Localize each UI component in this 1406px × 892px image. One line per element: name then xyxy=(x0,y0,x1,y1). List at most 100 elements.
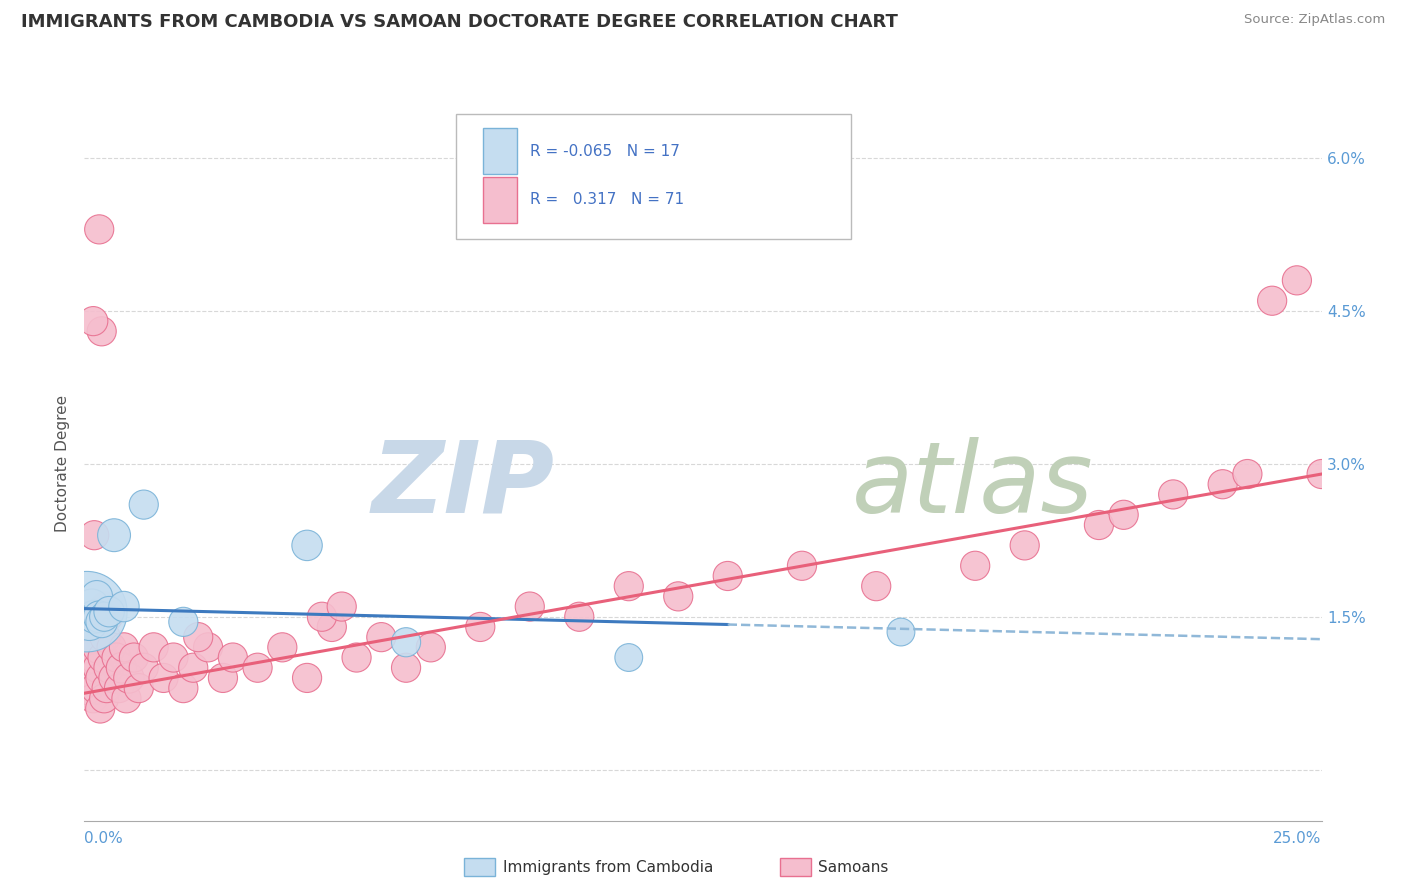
Text: R = -0.065   N = 17: R = -0.065 N = 17 xyxy=(530,144,679,159)
Point xyxy=(80,599,103,614)
Point xyxy=(90,615,112,629)
Point xyxy=(395,635,418,649)
Point xyxy=(105,650,128,665)
Point xyxy=(321,620,343,634)
Point xyxy=(470,620,492,634)
Y-axis label: Doctorate Degree: Doctorate Degree xyxy=(55,395,70,533)
Point xyxy=(271,640,294,655)
Point xyxy=(103,671,125,685)
Text: 25.0%: 25.0% xyxy=(1274,830,1322,846)
Point xyxy=(86,590,108,604)
FancyBboxPatch shape xyxy=(482,128,517,175)
Point xyxy=(112,640,135,655)
Point xyxy=(1285,273,1308,287)
Point xyxy=(132,661,155,675)
Point xyxy=(83,609,105,624)
Point xyxy=(89,222,111,236)
Text: Samoans: Samoans xyxy=(818,860,889,874)
Point xyxy=(87,661,110,675)
Point xyxy=(89,640,111,655)
Point xyxy=(617,650,640,665)
Point xyxy=(890,625,912,640)
Point xyxy=(122,650,145,665)
Point xyxy=(172,681,194,695)
Point xyxy=(97,609,120,624)
Point xyxy=(865,579,887,593)
Point xyxy=(1212,477,1234,491)
Point xyxy=(128,681,150,695)
Point xyxy=(1236,467,1258,481)
Point xyxy=(103,528,125,542)
Text: Immigrants from Cambodia: Immigrants from Cambodia xyxy=(503,860,714,874)
Point xyxy=(98,661,121,675)
Point xyxy=(89,701,111,715)
Point xyxy=(187,630,209,644)
Point xyxy=(94,599,117,614)
Point xyxy=(93,609,115,624)
Point xyxy=(246,661,269,675)
Point xyxy=(666,590,689,604)
Point xyxy=(82,691,104,706)
Point xyxy=(1014,538,1036,552)
Point xyxy=(112,599,135,614)
Point xyxy=(519,599,541,614)
Point xyxy=(100,640,122,655)
Point xyxy=(118,671,141,685)
Point xyxy=(94,630,117,644)
Point xyxy=(79,640,101,655)
Point xyxy=(132,498,155,512)
Point xyxy=(91,650,114,665)
Point xyxy=(212,671,235,685)
Point xyxy=(84,630,107,644)
Text: ZIP: ZIP xyxy=(371,437,554,533)
Point xyxy=(790,558,813,573)
Point xyxy=(115,691,138,706)
Point xyxy=(172,615,194,629)
Point xyxy=(76,605,98,619)
Point xyxy=(90,671,112,685)
Point xyxy=(89,609,111,624)
Point xyxy=(1310,467,1333,481)
Point xyxy=(98,605,121,619)
Point xyxy=(76,681,98,695)
Point xyxy=(311,609,333,624)
Point xyxy=(568,609,591,624)
Point xyxy=(346,650,368,665)
Point xyxy=(152,671,174,685)
Point xyxy=(79,671,101,685)
Point xyxy=(80,620,103,634)
Point xyxy=(395,661,418,675)
Point xyxy=(86,681,108,695)
Point xyxy=(965,558,987,573)
Point xyxy=(617,579,640,593)
Point xyxy=(330,599,353,614)
Point xyxy=(295,538,318,552)
Point xyxy=(181,661,204,675)
Point xyxy=(162,650,184,665)
Point xyxy=(90,324,112,338)
Point xyxy=(1161,487,1184,501)
Text: Source: ZipAtlas.com: Source: ZipAtlas.com xyxy=(1244,13,1385,27)
Point xyxy=(79,615,101,629)
Point xyxy=(108,681,131,695)
Point xyxy=(370,630,392,644)
Text: 0.0%: 0.0% xyxy=(84,830,124,846)
Text: R =   0.317   N = 71: R = 0.317 N = 71 xyxy=(530,193,683,207)
Point xyxy=(93,691,115,706)
FancyBboxPatch shape xyxy=(456,114,852,239)
Text: atlas: atlas xyxy=(852,437,1092,533)
Text: IMMIGRANTS FROM CAMBODIA VS SAMOAN DOCTORATE DEGREE CORRELATION CHART: IMMIGRANTS FROM CAMBODIA VS SAMOAN DOCTO… xyxy=(21,13,898,31)
Point xyxy=(222,650,245,665)
Point xyxy=(717,569,740,583)
Point xyxy=(197,640,219,655)
Point xyxy=(419,640,441,655)
FancyBboxPatch shape xyxy=(482,177,517,223)
Point xyxy=(1261,293,1284,308)
Point xyxy=(142,640,165,655)
Point xyxy=(1088,518,1111,533)
Point xyxy=(83,650,105,665)
Point xyxy=(96,681,118,695)
Point xyxy=(1112,508,1135,522)
Point xyxy=(110,661,132,675)
Point xyxy=(83,528,105,542)
